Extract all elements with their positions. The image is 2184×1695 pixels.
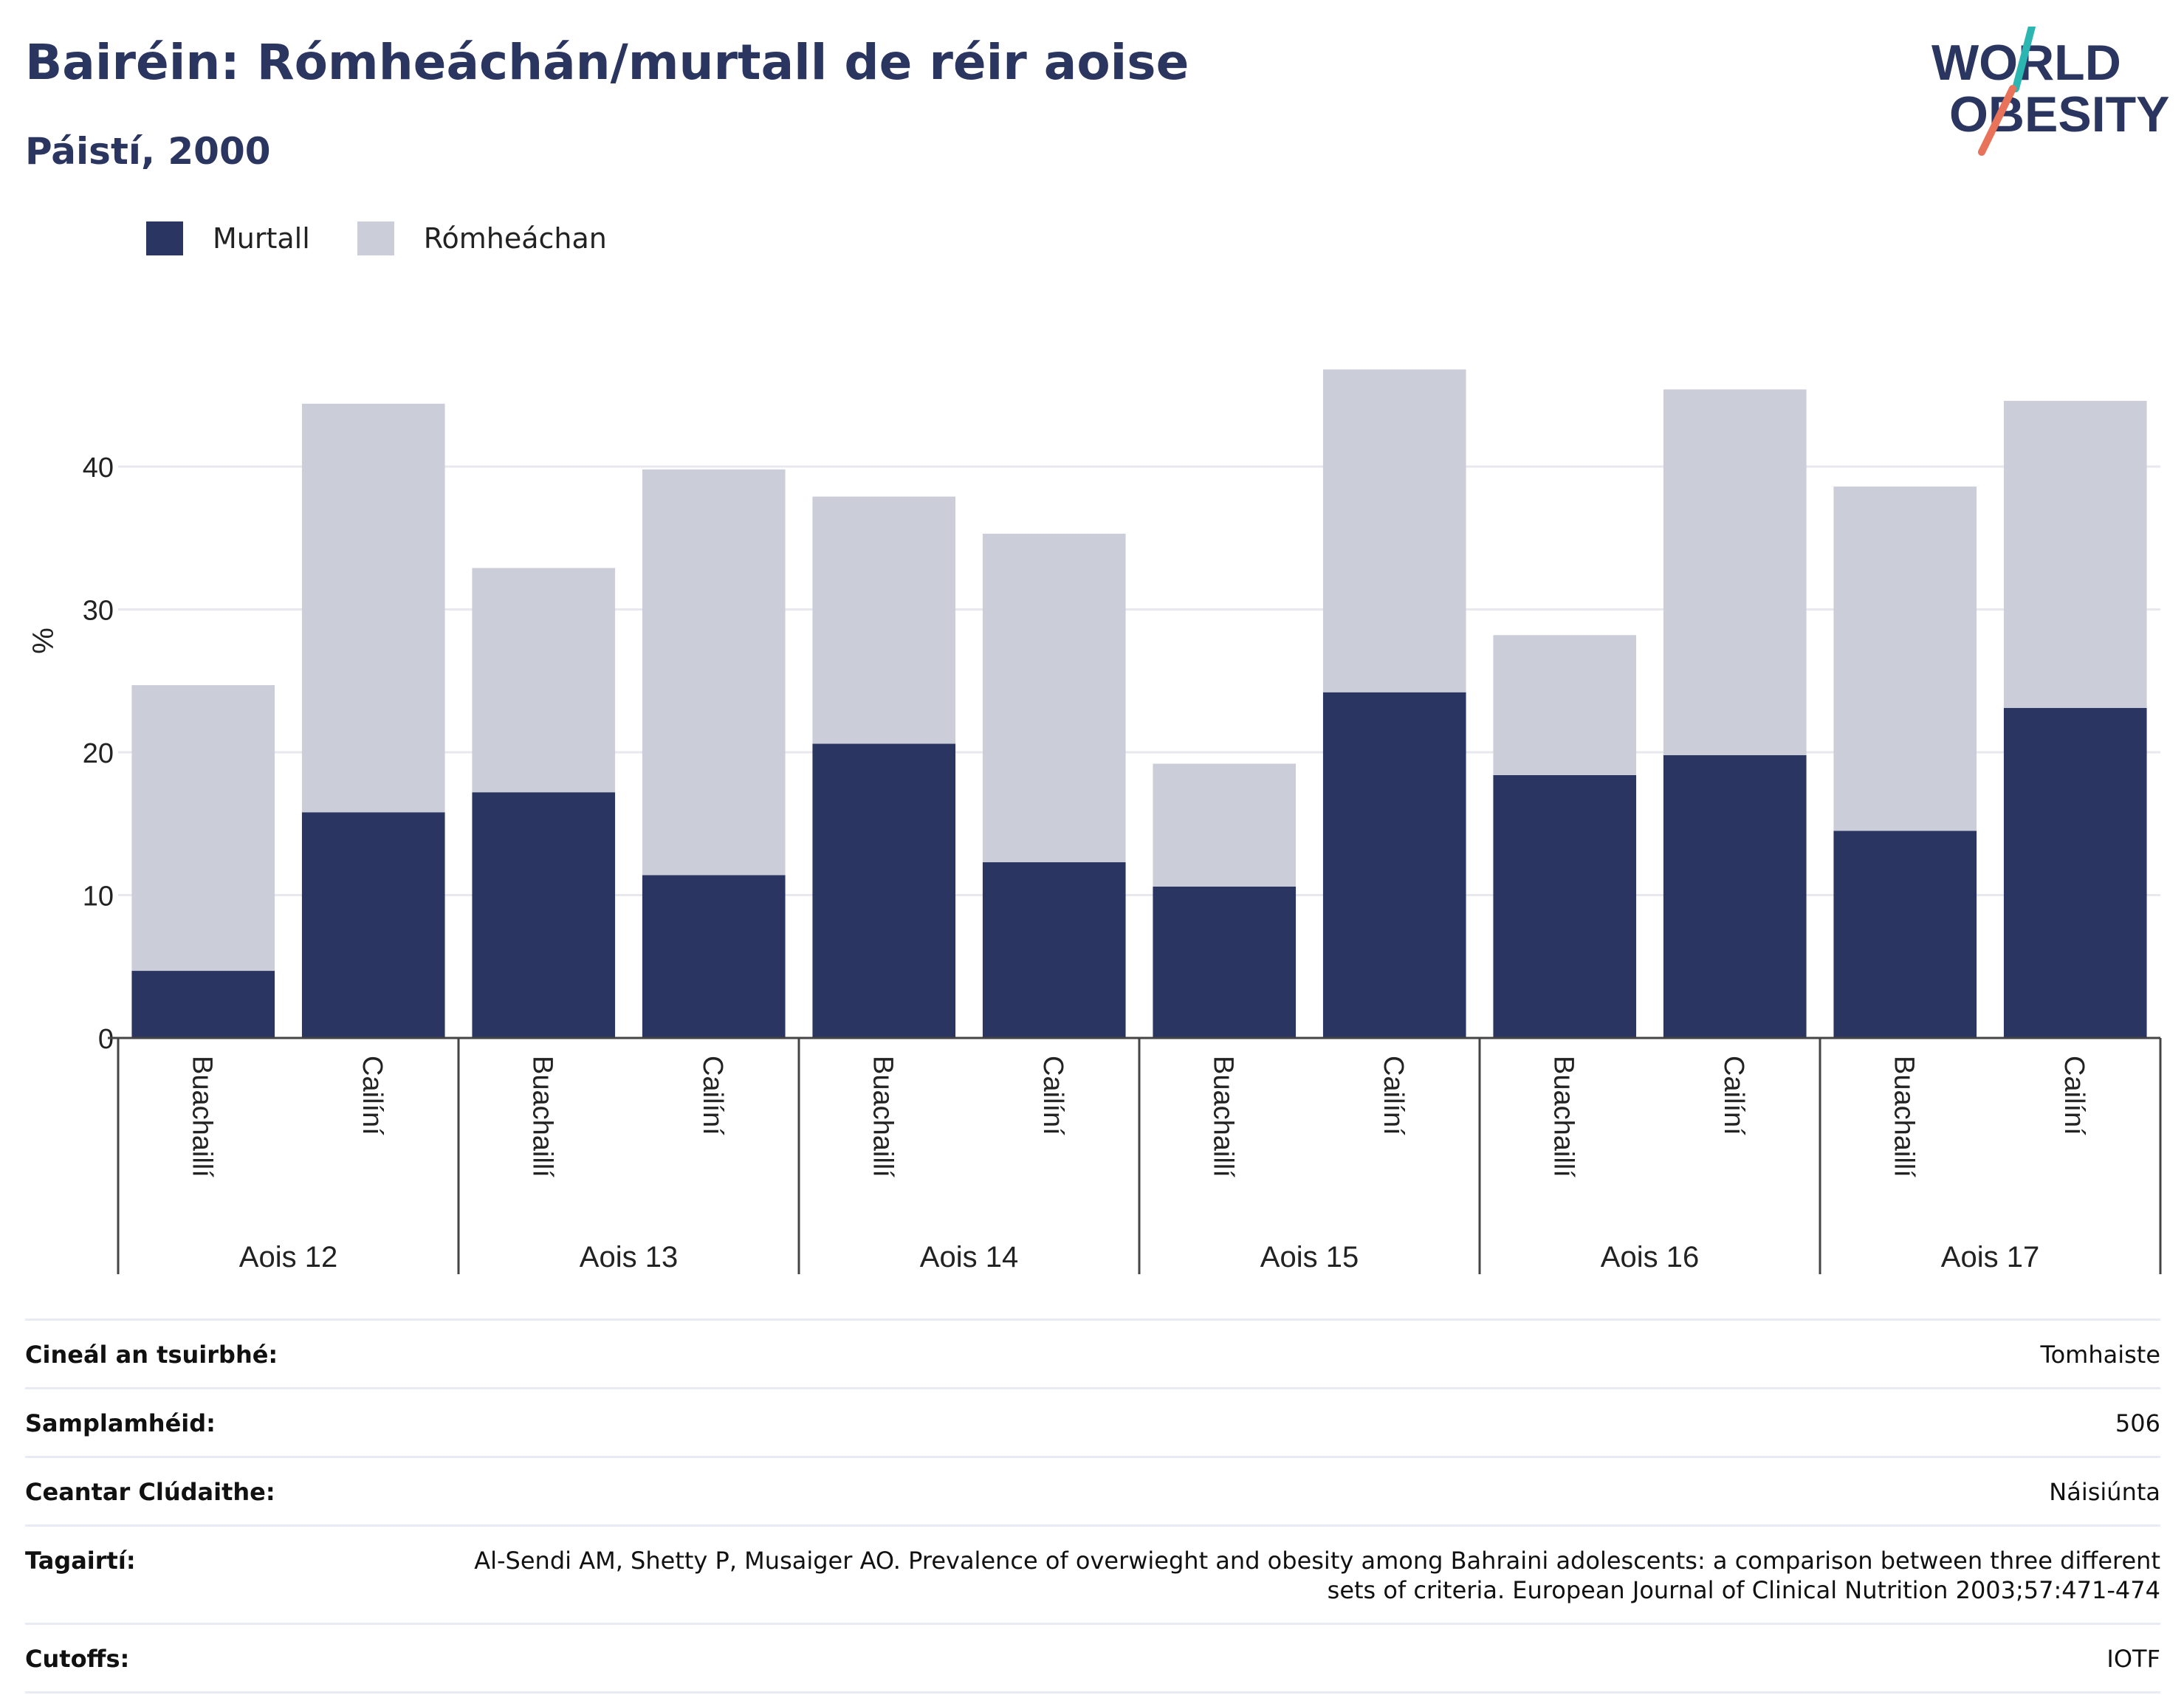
x-category-label: Buachaillí [526,1056,557,1177]
x-category-label: Buachaillí [186,1056,217,1177]
bar-romheachan [301,403,445,813]
stacked-bar-chart: 0 10 20 30 40% Buachaillí Cailíní Aois 12 Buacha… [27,369,2162,1274]
x-group-label: Aois 17 [1941,1241,2039,1273]
y-tick-label: 20 [83,738,114,769]
y-tick-label: 10 [83,881,114,912]
bar-murtall [812,743,956,1038]
x-group-label: Aois 12 [239,1241,337,1273]
x-category-label: Cailíní [2058,1056,2089,1135]
x-category-label: Cailíní [1718,1056,1749,1135]
info-value-survey-type: Tomhaiste [2040,1341,2160,1369]
y-tick-label: 0 [98,1024,114,1055]
chart-title: Bairéin: Rómheáchán/murtall de réir aois… [25,34,1189,91]
x-category-label: Buachaillí [867,1056,898,1177]
chart-legend: Murtall Rómheáchan [146,220,654,257]
x-category-label: Cailíní [1378,1056,1409,1135]
info-row-area-covered: Ceantar Clúdaithe: Náisiúnta [25,1456,2160,1524]
x-group-label: Aois 15 [1260,1241,1359,1273]
bar-murtall [642,875,786,1038]
x-category-label: Cailíní [357,1056,388,1135]
legend-label-romheachan: Rómheáchan [423,222,607,255]
bar-murtall [1322,692,1466,1038]
info-row-cutoffs: Cutoffs: IOTF [25,1623,2160,1694]
bar-romheachan [1153,763,1297,887]
info-label-cutoffs: Cutoffs: [25,1645,130,1673]
bar-murtall [1833,831,1977,1038]
info-row-survey-type: Cineál an tsuirbhé: Tomhaiste [25,1318,2160,1387]
bar-romheachan [472,568,616,793]
bar-murtall [472,792,616,1038]
bar-murtall [1663,754,1807,1038]
info-label-sample-size: Samplamhéid: [25,1409,216,1437]
bar-murtall [131,971,275,1038]
bar-murtall [1153,886,1297,1038]
bar-romheachan [1322,369,1466,692]
legend-swatch-romheachan [357,221,394,255]
info-row-references: Tagairtí: Al-Sendi AM, Shetty P, Musaige… [25,1524,2160,1623]
bar-romheachan [1493,635,1637,775]
x-category-label: Buachaillí [1207,1056,1238,1177]
info-value-cutoffs: IOTF [2106,1645,2160,1673]
bar-romheachan [982,533,1126,862]
bar-romheachan [1833,487,1977,831]
x-group-label: Aois 14 [920,1241,1018,1273]
info-value-area-covered: Náisiúnta [2049,1478,2160,1506]
info-row-sample-size: Samplamhéid: 506 [25,1387,2160,1456]
survey-info-table: Cineál an tsuirbhé: Tomhaiste Samplamhéi… [25,1318,2160,1694]
legend-label-murtall: Murtall [213,222,310,255]
y-tick-label: 40 [83,453,114,484]
logo-word-obesity: OBESITY [1949,86,2170,142]
x-category-label: Cailíní [1037,1056,1068,1135]
bar-murtall [2003,708,2147,1038]
bar-romheachan [1663,389,1807,755]
bar-romheachan [812,496,956,744]
y-tick-label: 30 [83,596,114,627]
x-category-label: Cailíní [697,1056,728,1135]
bar-romheachan [642,469,786,876]
bar-romheachan [2003,400,2147,709]
legend-swatch-murtall [146,221,183,255]
x-category-label: Buachaillí [1888,1056,1919,1177]
info-label-area-covered: Ceantar Clúdaithe: [25,1478,275,1506]
info-value-sample-size: 506 [2115,1409,2160,1437]
x-group-label: Aois 13 [580,1241,678,1273]
chart-subtitle: Páistí, 2000 [25,130,271,173]
legend-item-murtall[interactable]: Murtall [146,221,310,255]
bar-romheachan [131,685,275,972]
info-value-references: Al-Sendi AM, Shetty P, Musaiger AO. Prev… [474,1547,2160,1604]
info-label-references: Tagairtí: [25,1547,136,1575]
y-axis-label: % [27,628,60,654]
legend-item-romheachan[interactable]: Rómheáchan [357,221,607,255]
x-category-label: Buachaillí [1548,1056,1579,1177]
logo-slash-teal [2012,27,2036,92]
bar-murtall [982,862,1126,1038]
bar-murtall [1493,774,1637,1038]
x-group-label: Aois 16 [1601,1241,1699,1273]
world-obesity-logo: WORLD OBESITY [1931,27,2170,156]
logo-slash-coral [1978,85,2016,156]
info-label-survey-type: Cineál an tsuirbhé: [25,1341,278,1369]
bar-murtall [301,812,445,1038]
